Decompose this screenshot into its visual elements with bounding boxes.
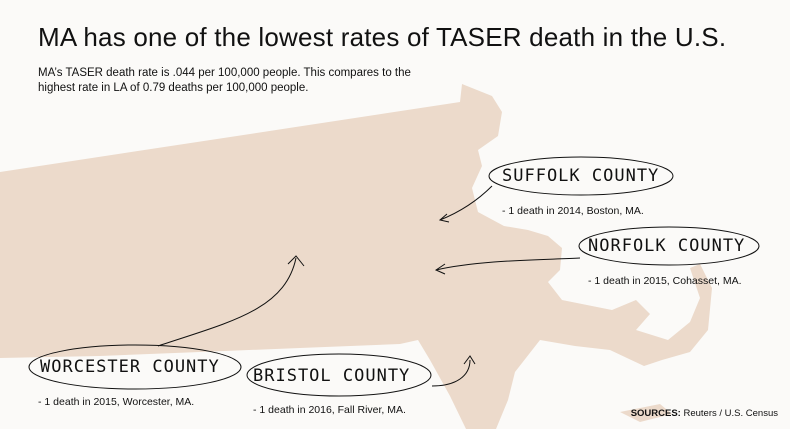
norfolk-arrowhead — [434, 263, 446, 275]
suffolk-arrowhead — [438, 213, 450, 223]
bristol-county-label: BRISTOL COUNTY — [253, 366, 411, 386]
massachusetts-shape — [0, 84, 712, 429]
worcester-arrowhead — [287, 255, 305, 267]
suffolk-bubble — [488, 156, 674, 196]
bristol-bubble — [246, 353, 432, 397]
suffolk-county-note: - 1 death in 2014, Boston, MA. — [502, 205, 644, 217]
worcester-bubble — [28, 344, 242, 390]
suffolk-arrow — [439, 185, 493, 221]
norfolk-county-note: - 1 death in 2015, Cohasset, MA. — [588, 275, 742, 287]
bristol-county-note: - 1 death in 2016, Fall River, MA. — [253, 404, 406, 416]
worcester-county-label: WORCESTER COUNTY — [40, 357, 220, 377]
sources-text: Reuters / U.S. Census — [683, 408, 778, 419]
worcester-county-note: - 1 death in 2015, Worcester, MA. — [38, 396, 195, 408]
norfolk-bubble — [578, 226, 760, 266]
page-subtitle: MA’s TASER death rate is .044 per 100,00… — [38, 67, 411, 94]
worcester-arrow — [157, 257, 297, 347]
norfolk-arrow — [435, 257, 581, 271]
suffolk-county-label: SUFFOLK COUNTY — [502, 166, 660, 186]
sources-label: SOURCES: — [630, 408, 681, 419]
sources-credit: SOURCES: Reuters / U.S. Census — [631, 408, 778, 419]
bristol-arrow — [431, 359, 471, 387]
bristol-arrowhead — [463, 355, 476, 365]
nantucket-shape — [620, 404, 672, 422]
page-title: MA has one of the lowest rates of TASER … — [38, 22, 727, 52]
norfolk-county-label: NORFOLK COUNTY — [588, 236, 746, 256]
